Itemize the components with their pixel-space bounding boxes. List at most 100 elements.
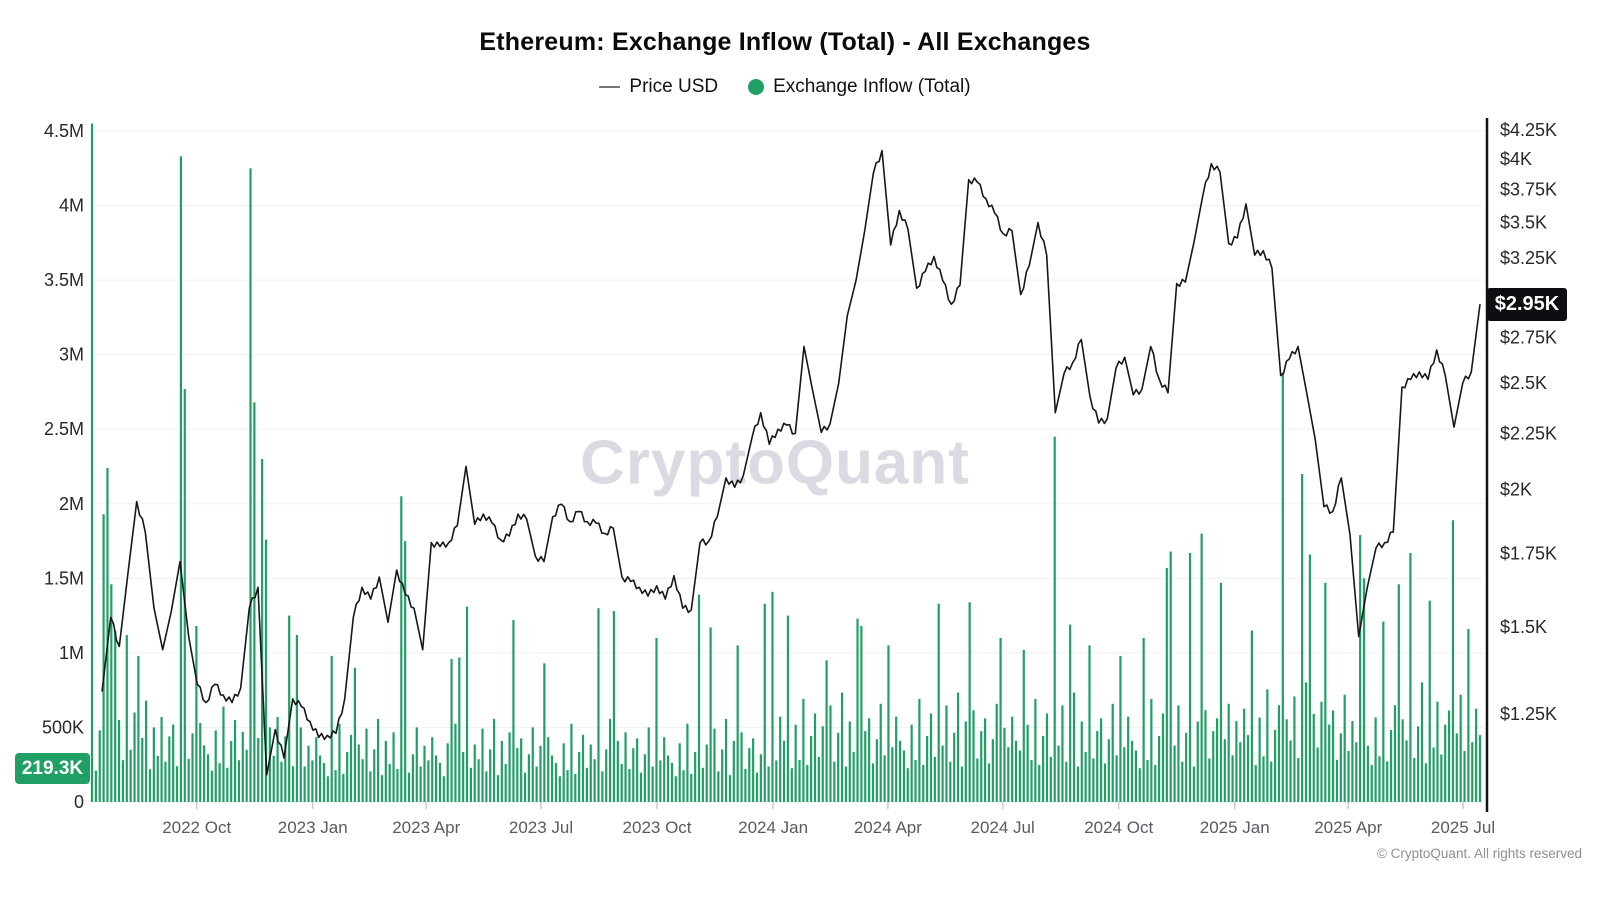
inflow-bar <box>523 772 527 802</box>
inflow-bar <box>94 770 97 802</box>
inflow-bar <box>102 514 105 802</box>
inflow-bar <box>690 773 693 802</box>
inflow-bar <box>388 764 391 802</box>
inflow-bar <box>106 468 109 802</box>
inflow-bar <box>991 739 994 802</box>
inflow-bar <box>1069 624 1072 802</box>
legend-item-inflow[interactable]: Exchange Inflow (Total) <box>748 76 971 98</box>
inflow-bar <box>1204 710 1207 802</box>
price-line-icon <box>599 86 621 88</box>
inflow-bar <box>895 716 898 802</box>
inflow-bar <box>1072 692 1076 802</box>
cryptoquant-watermark: CryptoQuant <box>580 428 970 498</box>
inflow-bar <box>918 698 921 802</box>
inflow-bar <box>1270 761 1273 802</box>
inflow-bar <box>431 737 434 802</box>
inflow-bar <box>148 769 152 802</box>
inflow-bar <box>527 754 530 802</box>
y-left-tick-label: 1.5M <box>44 568 84 588</box>
y-left-tick-label: 4M <box>59 196 84 216</box>
inflow-bar <box>1239 742 1242 802</box>
inflow-bar <box>516 748 519 802</box>
inflow-bar <box>697 594 701 802</box>
inflow-bar <box>199 723 202 802</box>
y-right-tick-label: $1.5K <box>1500 617 1547 637</box>
inflow-bar <box>473 744 476 802</box>
inflow-bar <box>1038 765 1041 802</box>
x-tick-label: 2023 Jan <box>278 818 348 837</box>
inflow-bar <box>253 402 256 802</box>
inflow-bar <box>1277 705 1281 802</box>
inflow-bar <box>392 732 395 802</box>
inflow-bar <box>1219 582 1223 802</box>
inflow-bar <box>1243 708 1246 802</box>
inflow-bar <box>535 766 538 802</box>
inflow-bar <box>666 755 670 802</box>
inflow-bar <box>1158 736 1161 802</box>
inflow-bar <box>1335 759 1339 802</box>
x-tick-label: 2023 Apr <box>392 818 460 837</box>
inflow-bar <box>307 745 310 802</box>
inflow-bar <box>311 760 314 802</box>
inflow-bar <box>1018 750 1022 802</box>
inflow-bar <box>1192 766 1195 802</box>
legend-item-price[interactable]: Price USD <box>599 76 718 98</box>
inflow-bar <box>222 706 225 802</box>
y-right-tick-label: $2.25K <box>1500 423 1557 443</box>
inflow-bar <box>512 620 515 802</box>
inflow-bar <box>330 655 333 802</box>
inflow-bar <box>1374 717 1377 802</box>
inflow-bar <box>1447 710 1451 802</box>
inflow-bar <box>458 657 461 802</box>
inflow-bar <box>581 734 585 802</box>
inflow-bar <box>984 718 987 802</box>
inflow-bar <box>941 745 944 802</box>
inflow-bar <box>377 718 380 802</box>
inflow-bar <box>245 749 248 802</box>
inflow-bar <box>1281 372 1284 802</box>
x-tick-label: 2023 Jul <box>509 818 573 837</box>
inflow-bar <box>1053 436 1056 802</box>
inflow-bar <box>1138 768 1141 802</box>
inflow-bar <box>326 776 329 802</box>
inflow-bar <box>233 720 237 802</box>
inflow-bar <box>342 773 345 802</box>
inflow-bar <box>694 751 697 802</box>
inflow-bar <box>628 769 631 802</box>
y-right-tick-label: $2.5K <box>1500 373 1547 393</box>
inflow-bar <box>141 737 144 802</box>
inflow-bar <box>674 776 677 802</box>
inflow-bar <box>829 705 832 802</box>
x-tick-label: 2025 Jul <box>1431 818 1495 837</box>
inflow-bar <box>605 749 608 802</box>
inflow-bar <box>183 389 186 802</box>
inflow-bar <box>1343 694 1346 802</box>
inflow-bar <box>303 766 306 802</box>
inflow-bar <box>802 698 805 802</box>
inflow-bar <box>1169 551 1172 802</box>
inflow-bar <box>585 767 588 802</box>
x-tick-label: 2023 Oct <box>623 818 692 837</box>
inflow-bar <box>218 763 221 802</box>
inflow-bar <box>1134 750 1137 802</box>
inflow-bar <box>1320 701 1323 802</box>
inflow-bar <box>531 727 534 802</box>
inflow-bar <box>160 717 163 802</box>
inflow-bar <box>875 739 878 802</box>
inflow-bar <box>771 591 774 802</box>
inflow-bar <box>755 772 759 802</box>
inflow-bar <box>547 737 550 802</box>
inflow-bar <box>663 737 666 802</box>
inflow-bar <box>1424 763 1427 802</box>
inflow-bar <box>949 761 952 802</box>
chart-title: Ethereum: Exchange Inflow (Total) - All … <box>479 28 1091 56</box>
inflow-bar <box>786 615 790 802</box>
inflow-bar <box>728 775 732 802</box>
inflow-bar <box>404 541 407 802</box>
inflow-bar <box>168 736 171 802</box>
inflow-bar <box>1146 760 1149 802</box>
inflow-bar <box>435 755 438 802</box>
inflow-bar <box>1254 765 1257 802</box>
inflow-bar <box>1022 649 1025 802</box>
